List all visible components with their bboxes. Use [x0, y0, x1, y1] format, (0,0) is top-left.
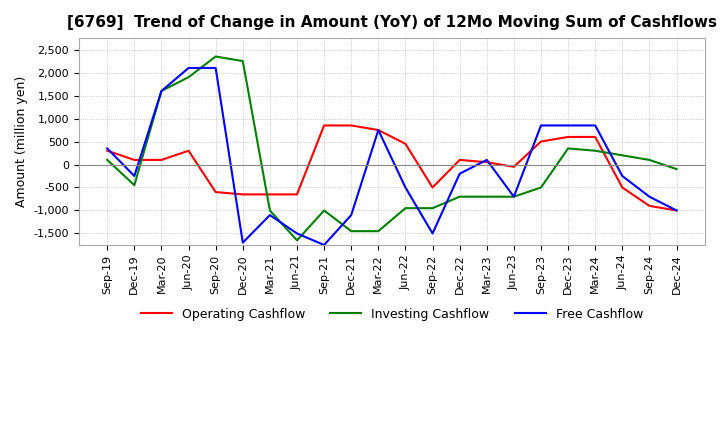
Free Cashflow: [564, 123, 572, 128]
Investing Cashflow: [672, 166, 681, 172]
Investing Cashflow: [184, 74, 193, 80]
Operating Cashflow: [672, 208, 681, 213]
Free Cashflow: [184, 66, 193, 71]
Investing Cashflow: [401, 205, 410, 211]
Operating Cashflow: [347, 123, 356, 128]
Free Cashflow: [374, 128, 382, 133]
Free Cashflow: [320, 242, 328, 248]
Operating Cashflow: [482, 160, 491, 165]
Operating Cashflow: [130, 157, 139, 162]
Free Cashflow: [482, 157, 491, 162]
Operating Cashflow: [536, 139, 545, 144]
Line: Operating Cashflow: Operating Cashflow: [107, 125, 677, 210]
Operating Cashflow: [374, 128, 382, 133]
Investing Cashflow: [374, 228, 382, 234]
Operating Cashflow: [238, 192, 247, 197]
Investing Cashflow: [212, 54, 220, 59]
Free Cashflow: [157, 88, 166, 94]
Free Cashflow: [455, 171, 464, 176]
Operating Cashflow: [401, 141, 410, 147]
Operating Cashflow: [184, 148, 193, 154]
Operating Cashflow: [103, 148, 112, 154]
Operating Cashflow: [157, 157, 166, 162]
Investing Cashflow: [347, 228, 356, 234]
Free Cashflow: [293, 231, 302, 236]
Investing Cashflow: [591, 148, 600, 154]
Operating Cashflow: [428, 185, 437, 190]
Free Cashflow: [510, 194, 518, 199]
Free Cashflow: [103, 146, 112, 151]
Investing Cashflow: [103, 157, 112, 162]
Investing Cashflow: [510, 194, 518, 199]
Free Cashflow: [645, 194, 654, 199]
Free Cashflow: [618, 173, 626, 179]
Operating Cashflow: [591, 134, 600, 139]
Line: Investing Cashflow: Investing Cashflow: [107, 56, 677, 240]
Operating Cashflow: [618, 185, 626, 190]
Free Cashflow: [266, 213, 274, 218]
Legend: Operating Cashflow, Investing Cashflow, Free Cashflow: Operating Cashflow, Investing Cashflow, …: [135, 303, 648, 326]
Investing Cashflow: [428, 205, 437, 211]
Investing Cashflow: [130, 183, 139, 188]
Title: [6769]  Trend of Change in Amount (YoY) of 12Mo Moving Sum of Cashflows: [6769] Trend of Change in Amount (YoY) o…: [67, 15, 717, 30]
Operating Cashflow: [266, 192, 274, 197]
Free Cashflow: [130, 173, 139, 179]
Investing Cashflow: [320, 208, 328, 213]
Y-axis label: Amount (million yen): Amount (million yen): [15, 76, 28, 207]
Investing Cashflow: [455, 194, 464, 199]
Operating Cashflow: [320, 123, 328, 128]
Investing Cashflow: [293, 238, 302, 243]
Operating Cashflow: [564, 134, 572, 139]
Free Cashflow: [536, 123, 545, 128]
Investing Cashflow: [482, 194, 491, 199]
Free Cashflow: [401, 185, 410, 190]
Investing Cashflow: [536, 185, 545, 190]
Free Cashflow: [238, 240, 247, 245]
Operating Cashflow: [455, 157, 464, 162]
Investing Cashflow: [238, 59, 247, 64]
Operating Cashflow: [510, 164, 518, 169]
Operating Cashflow: [212, 190, 220, 195]
Free Cashflow: [428, 231, 437, 236]
Free Cashflow: [672, 208, 681, 213]
Operating Cashflow: [645, 203, 654, 209]
Investing Cashflow: [157, 88, 166, 94]
Free Cashflow: [591, 123, 600, 128]
Investing Cashflow: [564, 146, 572, 151]
Line: Free Cashflow: Free Cashflow: [107, 68, 677, 245]
Investing Cashflow: [645, 157, 654, 162]
Operating Cashflow: [293, 192, 302, 197]
Free Cashflow: [347, 213, 356, 218]
Investing Cashflow: [618, 153, 626, 158]
Free Cashflow: [212, 66, 220, 71]
Investing Cashflow: [266, 208, 274, 213]
